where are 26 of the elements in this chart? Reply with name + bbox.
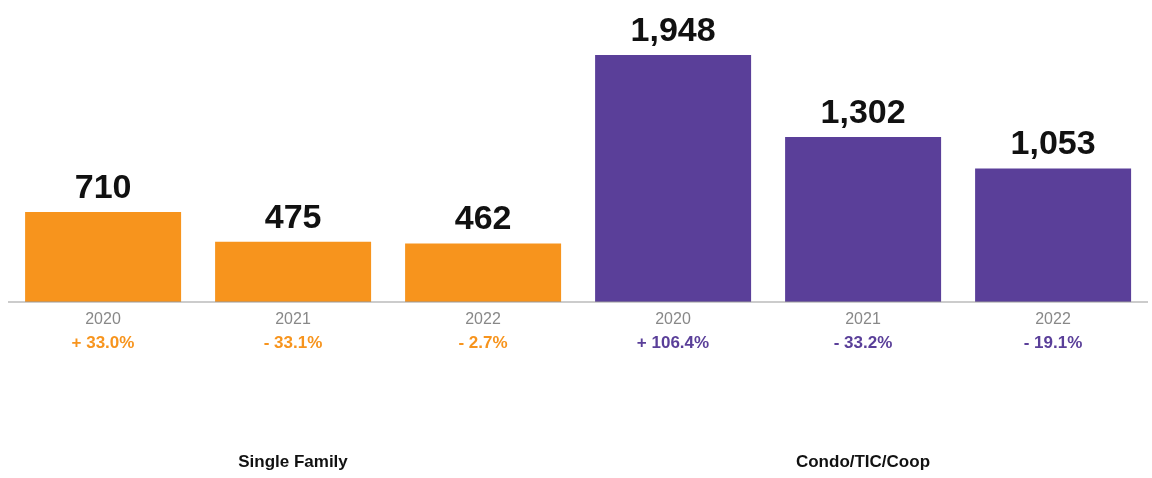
data-label: 462 bbox=[454, 198, 512, 237]
text: - 19.1% bbox=[1023, 333, 1083, 352]
x-tick-label: 2020 bbox=[85, 310, 121, 327]
data-label: 475 bbox=[264, 196, 322, 235]
text: Condo/TIC/Coop bbox=[794, 452, 932, 472]
x-tick-label: 2022 bbox=[465, 310, 501, 327]
x-tick-label: 2021 bbox=[275, 310, 311, 327]
text: - 2.7% bbox=[458, 333, 508, 352]
data-label: 1,302 bbox=[820, 91, 906, 130]
x-tick-label: 2022 bbox=[1035, 310, 1071, 327]
bar bbox=[595, 55, 752, 302]
text: - 33.1% bbox=[263, 333, 323, 352]
data-label: 710 bbox=[74, 166, 132, 205]
text: - 33.2% bbox=[833, 333, 893, 352]
bar bbox=[975, 168, 1132, 302]
bar bbox=[405, 243, 562, 302]
data-label: 1,053 bbox=[1010, 123, 1096, 162]
text: + 106.4% bbox=[636, 333, 710, 352]
x-tick-label: 2021 bbox=[845, 310, 881, 327]
x-tick-label: 2020 bbox=[655, 310, 691, 327]
text: + 33.0% bbox=[71, 333, 135, 352]
text: Single Family bbox=[237, 452, 349, 472]
bar bbox=[25, 211, 182, 302]
bar bbox=[785, 136, 942, 302]
bar bbox=[215, 241, 372, 302]
data-label: 1,948 bbox=[630, 10, 716, 48]
